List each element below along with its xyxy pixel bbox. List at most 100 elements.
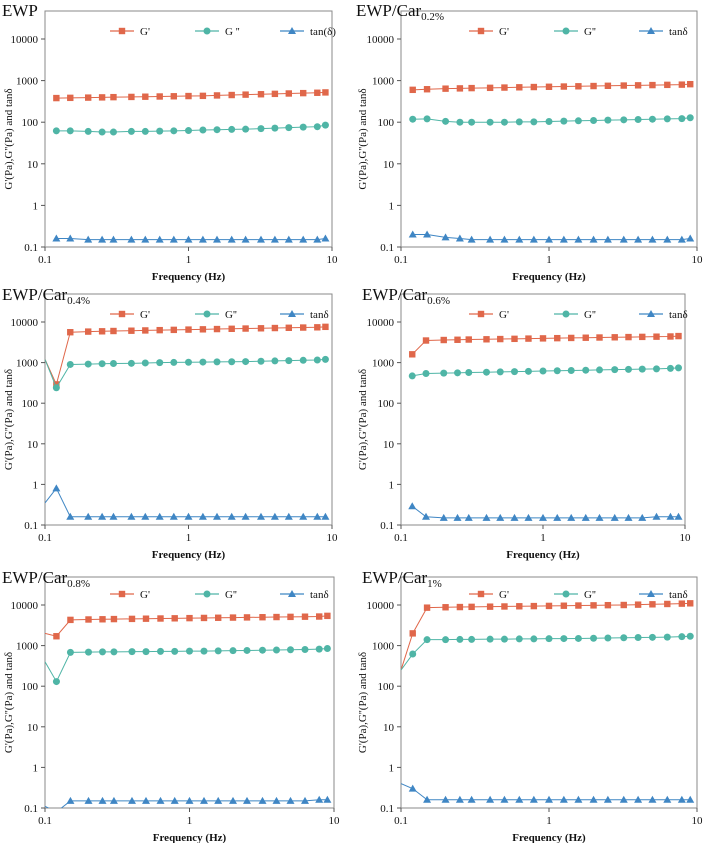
data-point [638,513,647,521]
y-tick-label: 1 [389,200,395,212]
data-point [169,235,178,243]
data-point [653,365,661,373]
y-tick-label: 10 [383,722,395,734]
data-point [110,93,117,101]
data-point [511,368,519,376]
legend-marker [477,590,485,598]
data-point [515,235,524,243]
data-point [409,630,416,637]
data-point [423,115,431,123]
data-point [157,615,164,622]
data-point [686,234,695,242]
data-point [66,360,74,368]
data-point [678,115,686,123]
data-point [465,336,472,343]
y-tick-label: 1000 [372,358,395,370]
y-axis-label: G'(Pa),G''(Pa) and tanδ [3,652,15,753]
data-point [648,633,656,641]
data-point [242,91,249,98]
x-axis-label: Frequency (Hz) [153,832,227,843]
legend-item-2: G'' [195,589,237,601]
data-point [84,648,92,656]
data-point [567,366,575,374]
y-tick-label: 10 [383,439,395,451]
y-tick-label: 100 [22,398,39,410]
legend-marker [647,590,655,597]
y-tick-label: 10 [27,439,39,451]
panel-title: EWP [2,1,38,20]
legend-label: G' [140,309,150,321]
data-point [323,795,332,803]
data-point [554,334,561,342]
legend-item-3: tan(δ) [280,26,336,38]
data-point [664,600,671,608]
data-point [98,512,107,520]
data-point [678,633,686,641]
data-point [464,513,473,521]
legend-marker [203,310,211,318]
legend-label: tanδ [669,309,688,321]
y-tick-label: 1000 [16,641,39,653]
y-axis-label: G'(Pa),G''(Pa) and tanδ [357,369,369,470]
x-tick-label: 10 [327,532,339,544]
series-line [411,505,679,519]
data-point [156,796,165,804]
data-point [423,86,431,93]
y-axis-label: G'(Pa),G''(Pa) and tanδ [357,88,369,189]
x-tick-label: 0.1 [38,532,52,544]
data-point [186,647,193,655]
y-tick-label: 0.1 [380,803,394,815]
x-tick-label: 1 [540,532,546,544]
data-point [590,82,597,90]
data-point [185,796,194,804]
legend-label: tanδ [310,309,329,321]
x-tick-label: 10 [327,254,339,266]
legend-item-2: G '' [195,26,240,38]
y-tick-label: 100 [378,681,395,693]
data-point [213,512,222,520]
x-tick-label: 0.1 [38,254,52,266]
legend-label: G'' [225,589,237,601]
data-point [142,615,150,622]
data-point [242,325,249,332]
data-point [604,634,612,642]
panel-title: EWP/Car0.4% [2,285,90,307]
data-point [455,234,464,242]
data-point [620,601,627,609]
data-point [284,235,293,243]
data-point [242,358,250,366]
y-tick-label: 10 [383,159,395,171]
legend-item-3: tanδ [639,589,688,601]
data-point [510,513,519,521]
y-axis-label: G'(Pa),G''(Pa) and tanδ [357,652,369,753]
data-point [634,116,642,124]
panel-title: EWP/Car0.8% [2,568,90,590]
data-point [170,358,178,366]
data-point [299,512,308,520]
data-point [84,127,92,135]
data-point [228,796,237,804]
x-tick-label: 0.1 [38,815,52,827]
data-point [257,91,265,98]
data-point [624,513,633,521]
x-tick-label: 10 [692,254,704,266]
legend-label: tanδ [310,589,329,601]
data-point [686,795,695,803]
data-point [530,118,538,126]
data-point [67,616,74,624]
data-point [515,795,524,803]
data-point [575,83,582,90]
data-point [141,235,150,243]
data-point [482,513,491,521]
data-point [257,357,265,365]
data-point [109,360,117,368]
data-point [141,512,150,520]
data-point [582,334,589,341]
data-point [482,368,490,376]
chart-panel-3: EWP/Car0.4% G' G'' tanδ 0.1 1 10 100 1000 10000 0.… [2,285,338,561]
data-point [442,85,449,92]
data-point [109,235,118,243]
data-point [273,613,280,621]
y-axis-label: G'(Pa),G''(Pa) and tanδ [3,369,15,470]
data-point [271,124,279,132]
